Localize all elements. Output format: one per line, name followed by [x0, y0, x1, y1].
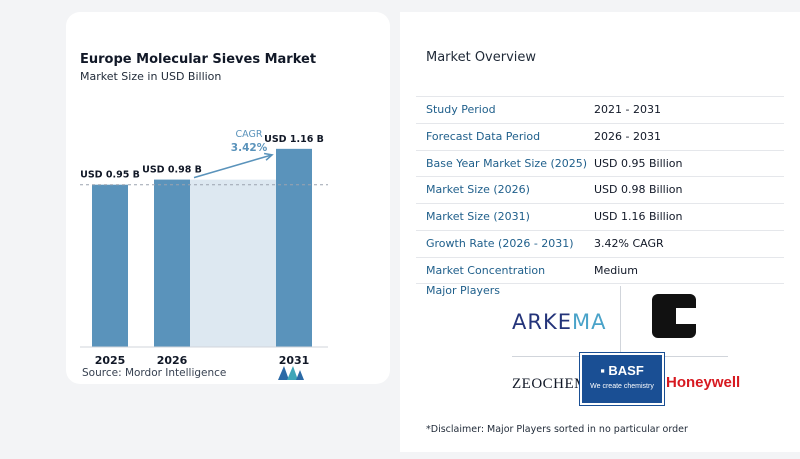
row-value: 2021 - 2031 [594, 103, 661, 116]
mordor-logo-icon [278, 366, 304, 380]
arkema-logo: ARKEMA [512, 310, 606, 334]
cagr-label: CAGR [236, 129, 263, 140]
x-tick-label-2025: 2025 [95, 354, 126, 367]
cagr-value: 3.42% [231, 142, 268, 154]
row-label: Forecast Data Period [426, 129, 541, 143]
overview-row-size-2031: Market Size (2031) USD 1.16 Billion [416, 203, 784, 230]
cagr-arrow-head-icon [263, 152, 274, 161]
row-label: Base Year Market Size (2025) [426, 156, 588, 170]
bar-chart: USD 0.95 B USD 0.98 B USD 1.16 B 2025 2026 20… [80, 129, 328, 367]
row-label: Growth Rate (2026 - 2031) [426, 236, 574, 250]
overview-row-base-year: Base Year Market Size (2025) USD 0.95 Bi… [416, 149, 784, 177]
bar-2026 [154, 179, 190, 347]
data-label-2026: USD 0.98 B [142, 165, 202, 176]
data-label-2025: USD 0.95 B [80, 170, 140, 181]
honeywell-logo: Honeywell [666, 374, 741, 391]
overview-row-size-2026: Market Size (2026) USD 0.98 Billion [416, 176, 784, 203]
row-value: USD 0.95 Billion [594, 156, 683, 170]
overview-row-forecast-period: Forecast Data Period 2026 - 2031 [416, 122, 784, 150]
disclaimer-text: *Disclaimer: Major Players sorted in no … [426, 424, 688, 435]
row-label: Study Period [426, 103, 496, 116]
row-value: USD 1.16 Billion [594, 210, 683, 224]
source-text: Source: Mordor Intelligence [82, 367, 227, 379]
overview-title: Market Overview [426, 50, 537, 65]
bar-2025 [92, 184, 128, 347]
chart-card: Europe Molecular Sieves Market Market Si… [66, 12, 390, 384]
zeochem-logo: ZEOCHEM [512, 376, 588, 392]
row-value: 3.42% CAGR [594, 236, 664, 250]
major-players-title: Major Players [426, 284, 500, 297]
clariant-logo-icon [652, 294, 696, 338]
overview-row-concentration: Market Concentration Medium [416, 256, 784, 284]
row-label: Market Size (2031) [426, 210, 530, 224]
arkema-logo-text: ARKE [512, 310, 572, 334]
logo-grid-divider [620, 286, 621, 354]
row-value: USD 0.98 Billion [594, 183, 683, 197]
chart-subtitle: Market Size in USD Billion [80, 70, 222, 83]
bar-2031 [276, 148, 312, 347]
basf-logo-tagline: We create chemistry [590, 383, 654, 390]
arkema-logo-accent: MA [572, 310, 607, 334]
row-value: 2026 - 2031 [594, 129, 661, 143]
overview-row-study-period: Study Period 2021 - 2031 [416, 96, 784, 123]
overview-table: Study Period 2021 - 2031 Forecast Data P… [416, 96, 784, 284]
growth-band [190, 179, 276, 347]
row-label: Market Concentration [426, 263, 546, 277]
x-tick-label-2026: 2026 [157, 354, 188, 367]
row-value: Medium [594, 263, 638, 277]
data-label-2031: USD 1.16 B [264, 134, 324, 145]
cagr-arrow-line [193, 154, 273, 179]
row-label: Market Size (2026) [426, 183, 530, 197]
basf-logo: ▪ BASF We create chemistry [579, 352, 665, 406]
x-tick-label-2031: 2031 [279, 354, 310, 367]
basf-logo-name: ▪ BASF [600, 363, 644, 378]
chart-title: Europe Molecular Sieves Market [80, 52, 317, 67]
market-overview-panel: Market Overview Study Period 2021 - 2031… [400, 12, 800, 452]
overview-row-growth-rate: Growth Rate (2026 - 2031) 3.42% CAGR [416, 229, 784, 257]
